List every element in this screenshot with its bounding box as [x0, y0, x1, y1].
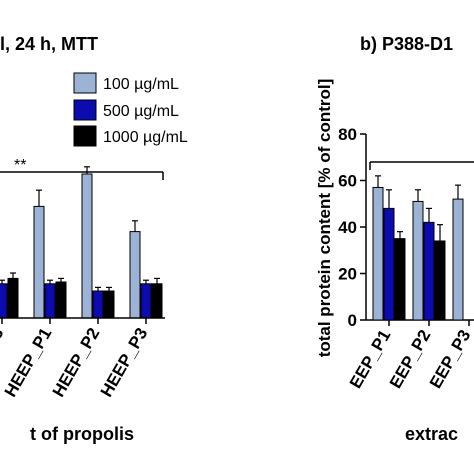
- bar-eep-p1-500-g-ml: [383, 207, 395, 321]
- bar-heep-p2-1000-g-ml: [103, 290, 115, 319]
- right-significance-bracket: [369, 161, 474, 170]
- bar-eep-p1-1000-g-ml: [394, 238, 406, 321]
- right-panel-ylabel: total protein content [% of control]: [315, 79, 334, 358]
- legend-label-100: 100 µg/mL: [103, 76, 179, 93]
- bar-eep-p2-1000-g-ml: [434, 240, 446, 321]
- x-tick-label-heep-p1: HEEP_P1: [1, 325, 56, 401]
- bar-heep-p1-1000-g-ml: [55, 281, 67, 319]
- bar-eep-p1-100-g-ml: [372, 186, 384, 321]
- right-panel-xlabel: extrac: [405, 424, 458, 444]
- bar-p3-500-g-ml: [0, 283, 8, 319]
- bar-heep-p3-1000-g-ml: [151, 283, 163, 319]
- x-tick-label-heep-p3: HEEP_P3: [97, 325, 152, 401]
- y-tick-label-60: 60: [338, 172, 357, 191]
- y-tick-label-20: 20: [338, 265, 357, 284]
- bar-eep-p2-500-g-ml: [423, 221, 435, 321]
- significance-bracket: **: [0, 157, 164, 180]
- y-tick-label-80: 80: [338, 125, 357, 144]
- legend: 100 µg/mL 500 µg/mL 1000 µg/mL: [73, 72, 188, 147]
- legend-label-1000: 1000 µg/mL: [103, 129, 188, 146]
- bar-heep-p3-100-g-ml: [129, 231, 141, 319]
- x-tick-label-heep-p2: HEEP_P2: [49, 325, 104, 401]
- bar-heep-p1-100-g-ml: [33, 205, 45, 319]
- legend-swatch-1000: [73, 125, 97, 147]
- y-tick-label-40: 40: [338, 218, 357, 237]
- bar-heep-p3-500-g-ml: [140, 283, 152, 319]
- bar-heep-p2-100-g-ml: [81, 173, 93, 319]
- y-tick-label-0: 0: [348, 311, 357, 330]
- left-panel-xlabel: t of propolis: [30, 424, 134, 444]
- bar-heep-p1-500-g-ml: [44, 283, 56, 319]
- legend-swatch-500: [73, 99, 97, 121]
- left-panel-title: l, 24 h, MTT: [0, 34, 98, 54]
- right-panel-title: b) P388-D1: [360, 34, 453, 54]
- significance-label: **: [14, 157, 26, 174]
- legend-label-500: 500 µg/mL: [103, 103, 179, 120]
- bar-eep-p2-100-g-ml: [412, 200, 424, 321]
- bar-heep-p2-500-g-ml: [92, 290, 104, 319]
- bar-p3-1000-g-ml: [7, 277, 19, 319]
- x-tick-label-p3: P3: [0, 325, 7, 353]
- bar-eep-p3-100-g-ml: [452, 198, 464, 321]
- legend-swatch-100: [73, 72, 97, 94]
